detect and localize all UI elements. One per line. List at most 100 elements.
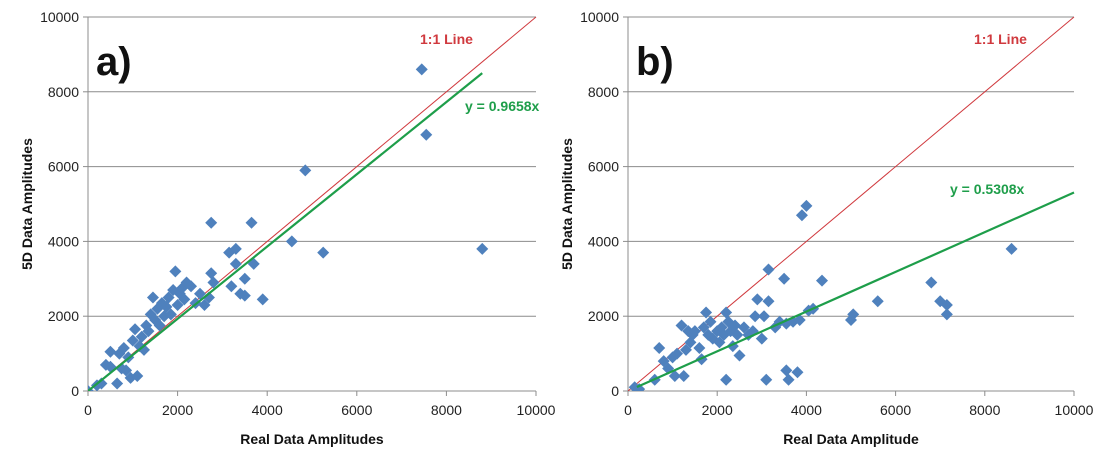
data-point: [677, 370, 690, 383]
data-point: [733, 349, 746, 362]
data-point: [117, 341, 130, 354]
data-point: [142, 325, 155, 338]
data-point: [1005, 242, 1018, 255]
y-tick-label: 8000: [588, 84, 619, 100]
data-point: [299, 164, 312, 177]
trendline-equation-label: y = 0.9658x: [465, 98, 540, 114]
data-point: [780, 364, 793, 377]
y-axis-title: 5D Data Amplitudes: [559, 138, 575, 270]
data-point: [245, 216, 258, 229]
data-point: [185, 280, 198, 293]
data-point: [131, 370, 144, 383]
data-point: [700, 306, 713, 319]
data-point: [194, 287, 206, 300]
data-point: [778, 272, 791, 285]
chart-panel-1: 0 2000 4000 6000 8000 10000 0 2000 4000 6000 8000 1…: [19, 9, 556, 447]
one-to-one-label: 1:1 Line: [420, 31, 473, 47]
data-point: [755, 332, 768, 345]
data-point: [688, 325, 701, 338]
y-tick-label: 2000: [588, 308, 619, 324]
y-tick-label: 0: [71, 383, 79, 399]
data-point: [171, 298, 184, 311]
data-point: [415, 63, 428, 76]
data-point: [90, 379, 103, 391]
data-point: [420, 128, 433, 141]
data-point: [720, 306, 733, 319]
data-point: [653, 341, 666, 354]
data-point: [675, 319, 688, 332]
panel-label: a): [96, 40, 132, 84]
trendline: [636, 191, 1075, 389]
data-point: [671, 347, 684, 360]
y-axis-title: 5D Data Amplitudes: [19, 138, 35, 270]
data-point: [256, 293, 269, 306]
x-tick-label: 4000: [791, 402, 822, 418]
data-point: [207, 276, 220, 289]
data-point: [760, 373, 773, 386]
y-tick-label: 4000: [588, 233, 619, 249]
data-point: [476, 242, 489, 255]
x-tick-label: 2000: [162, 402, 193, 418]
x-tick-label: 8000: [969, 402, 1000, 418]
x-tick-label: 6000: [341, 402, 372, 418]
data-point: [751, 293, 764, 306]
x-tick-label: 10000: [517, 402, 556, 418]
data-point: [169, 265, 182, 278]
data-point: [795, 209, 808, 222]
x-axis-title: Real Data Amplitude: [783, 431, 919, 447]
x-tick-label: 2000: [702, 402, 733, 418]
chart-panel-2: 0 2000 4000 6000 8000 10000 0 2000 4000 6000 8000 1…: [559, 9, 1094, 447]
one-to-one-line: [88, 16, 537, 391]
data-point: [816, 274, 829, 287]
data-point: [791, 366, 804, 379]
data-point: [940, 308, 953, 321]
data-point: [178, 293, 191, 306]
data-point: [153, 319, 166, 332]
data-point: [229, 257, 242, 270]
data-point: [800, 199, 813, 212]
data-point: [129, 323, 142, 336]
data-point: [111, 377, 124, 390]
x-tick-label: 6000: [880, 402, 911, 418]
data-point: [871, 295, 884, 308]
data-point: [693, 341, 706, 354]
data-point: [238, 272, 251, 285]
data-point: [164, 308, 177, 321]
data-point: [225, 280, 238, 293]
x-tick-label: 0: [624, 402, 632, 418]
data-point: [317, 246, 330, 259]
x-tick-label: 10000: [1055, 402, 1094, 418]
data-point: [704, 315, 717, 328]
y-tick-label: 4000: [48, 233, 79, 249]
data-point: [135, 330, 148, 343]
trendline: [88, 72, 483, 391]
y-tick-label: 8000: [48, 84, 79, 100]
x-tick-label: 4000: [252, 402, 283, 418]
data-point: [205, 267, 218, 280]
data-point: [229, 242, 242, 255]
panel-label: b): [636, 40, 674, 84]
data-point: [847, 308, 860, 321]
data-point: [238, 289, 251, 302]
x-axis-title: Real Data Amplitudes: [240, 431, 384, 447]
data-point: [126, 334, 139, 347]
data-point: [782, 373, 795, 386]
x-tick-label: 8000: [431, 402, 462, 418]
y-tick-label: 10000: [40, 9, 79, 25]
y-tick-label: 0: [611, 383, 619, 399]
one-to-one-label: 1:1 Line: [974, 31, 1027, 47]
data-point: [749, 310, 762, 323]
y-tick-label: 6000: [588, 159, 619, 175]
data-point: [729, 319, 742, 332]
x-tick-label: 0: [84, 402, 92, 418]
data-point: [758, 310, 771, 323]
data-point: [720, 373, 733, 386]
data-point: [95, 377, 108, 390]
data-point: [731, 328, 744, 341]
data-point: [104, 345, 117, 358]
data-point: [762, 295, 775, 308]
y-tick-label: 6000: [48, 159, 79, 175]
data-point: [205, 216, 218, 229]
data-point: [925, 276, 938, 289]
